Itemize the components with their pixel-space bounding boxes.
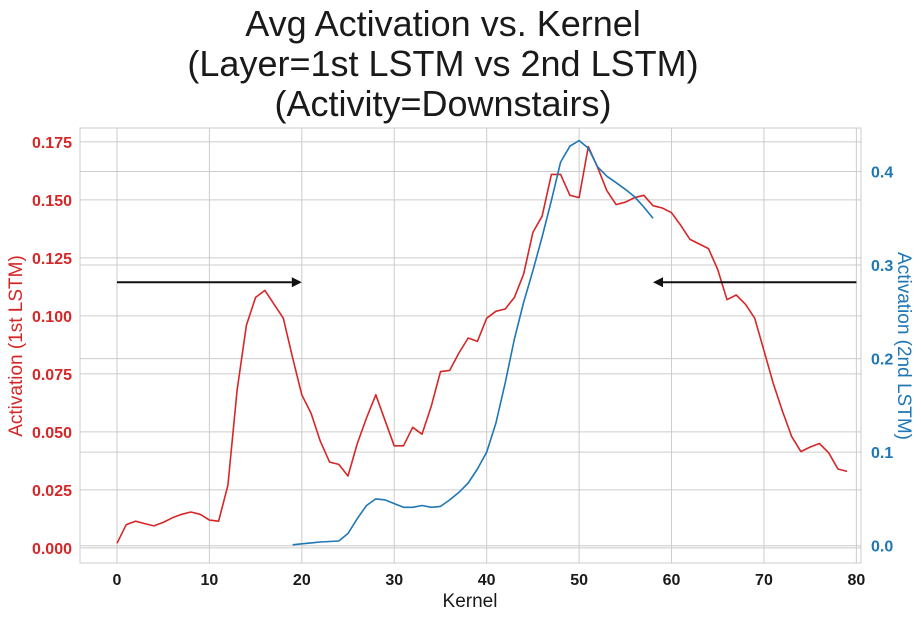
left-y-tick-label: 0.075 <box>32 367 72 384</box>
title-line-1: Avg Activation vs. Kernel <box>245 3 641 44</box>
series-line-2nd-lstm <box>292 139 654 546</box>
grid <box>80 128 861 563</box>
series-group <box>116 139 848 546</box>
x-tick-label: 10 <box>200 572 218 589</box>
title-line-2: (Layer=1st LSTM vs 2nd LSTM) <box>187 43 698 84</box>
x-axis-label: Kernel <box>443 591 498 612</box>
x-tick-label: 50 <box>570 572 588 589</box>
series-line-1st-lstm <box>116 145 848 544</box>
x-tick-label: 60 <box>663 572 681 589</box>
arrow-head <box>291 277 302 288</box>
title-line-3: (Activity=Downstairs) <box>274 83 611 124</box>
right-y-tick-label: 0.3 <box>871 258 893 275</box>
annotation-arrow <box>653 277 857 288</box>
right-y-tick-label: 0.0 <box>871 539 893 556</box>
annotation-arrows <box>116 277 857 288</box>
arrow-head <box>653 277 664 288</box>
left-y-tick-label: 0.025 <box>32 483 72 500</box>
x-tick-label: 0 <box>113 572 122 589</box>
x-axis-ticks: 0 10 20 30 40 50 60 70 80 <box>113 572 866 589</box>
right-y-tick-label: 0.2 <box>871 352 893 369</box>
x-tick-label: 40 <box>478 572 496 589</box>
x-tick-label: 70 <box>755 572 773 589</box>
left-y-tick-label: 0.000 <box>32 541 72 558</box>
left-y-axis-label: Activation (1st LSTM) <box>6 255 27 437</box>
left-y-tick-label: 0.100 <box>32 309 72 326</box>
left-y-tick-label: 0.050 <box>32 425 72 442</box>
plot-area <box>79 127 862 564</box>
chart-title: Avg Activation vs. Kernel (Layer=1st LST… <box>187 3 698 124</box>
left-y-tick-label: 0.125 <box>32 251 72 268</box>
right-y-tick-label: 0.1 <box>871 445 893 462</box>
x-tick-label: 30 <box>385 572 403 589</box>
right-y-tick-label: 0.4 <box>871 165 893 182</box>
left-y-tick-label: 0.150 <box>32 193 72 210</box>
left-y-tick-label: 0.175 <box>32 135 72 152</box>
x-tick-label: 80 <box>847 572 865 589</box>
right-y-axis-ticks: 0.0 0.1 0.2 0.3 0.4 <box>871 165 893 556</box>
x-tick-label: 20 <box>293 572 311 589</box>
annotation-arrow <box>116 277 302 288</box>
right-y-axis-label: Activation (2nd LSTM) <box>893 252 914 440</box>
left-y-axis-ticks: 0.000 0.025 0.050 0.075 0.100 0.125 0.150 0.175 <box>32 135 72 558</box>
